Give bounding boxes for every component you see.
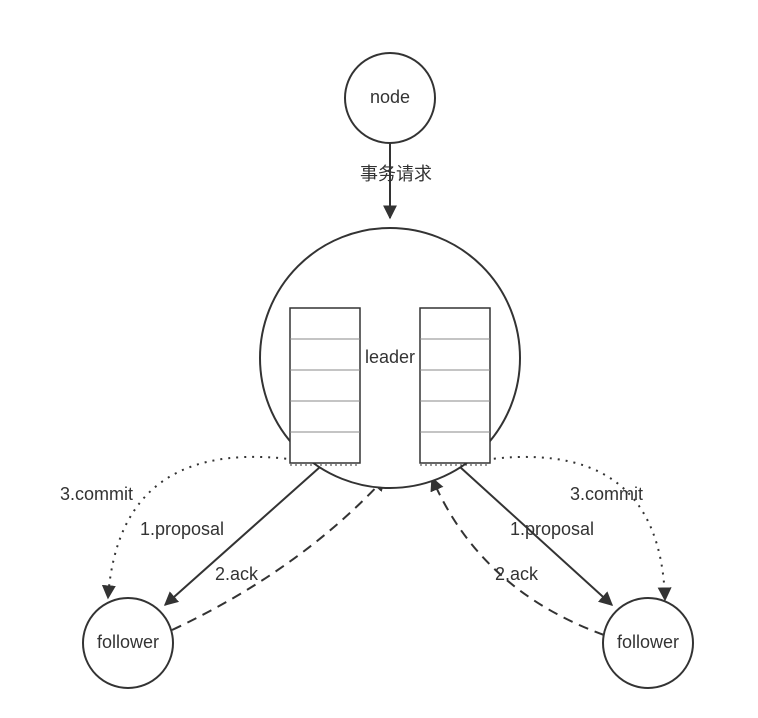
node-label-node_top: node [370, 87, 410, 107]
node-label-leader: leader [365, 347, 415, 367]
queue-left [290, 308, 360, 463]
edge-label-commit_right: 3.commit [570, 484, 643, 504]
node-label-follower_left: follower [97, 632, 159, 652]
node-label-follower_right: follower [617, 632, 679, 652]
consensus-diagram: 事务请求 1.proposal 1.proposal 2.ack 2.ack 3.comm… [0, 0, 758, 718]
edge-label-proposal_right: 1.proposal [510, 519, 594, 539]
edge-label-ack_left: 2.ack [215, 564, 259, 584]
edge-ack_left [172, 478, 385, 630]
edge-label-ack_right: 2.ack [495, 564, 539, 584]
queue-right [420, 308, 490, 463]
edge-label-request: 事务请求 [360, 164, 432, 184]
edge-label-commit_left: 3.commit [60, 484, 133, 504]
edge-label-proposal_left: 1.proposal [140, 519, 224, 539]
